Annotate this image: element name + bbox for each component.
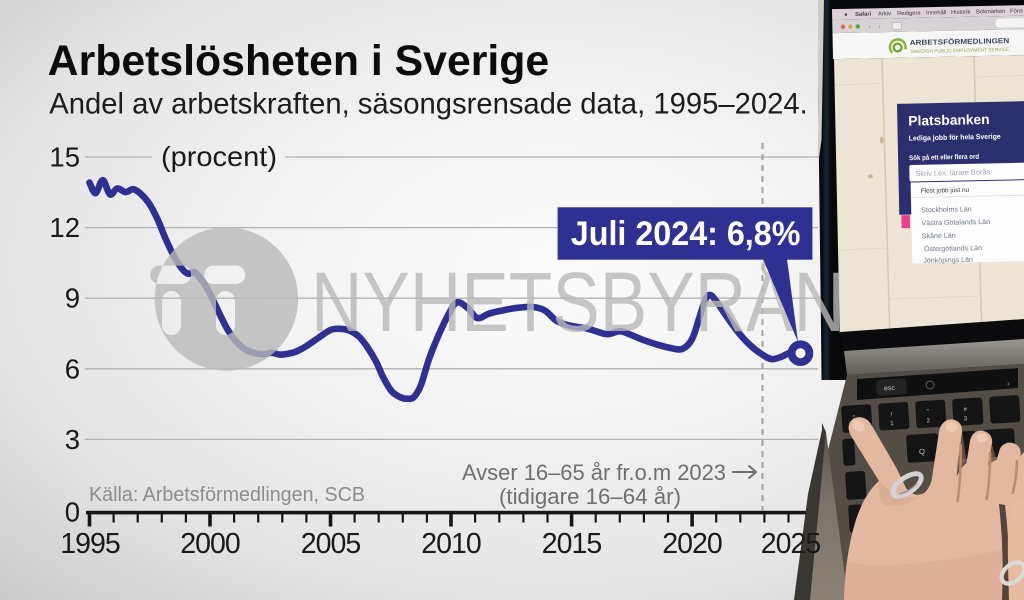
svg-text:Jönköpings Län: Jönköpings Län xyxy=(923,256,973,265)
svg-text:Flest jobb just nu: Flest jobb just nu xyxy=(921,187,970,195)
svg-text:ARBETSFÖRMEDLINGEN: ARBETSFÖRMEDLINGEN xyxy=(910,36,1010,47)
svg-text:esc: esc xyxy=(884,385,896,393)
svg-text:Innehåll: Innehåll xyxy=(926,9,946,16)
svg-text:Safari: Safari xyxy=(855,12,872,18)
svg-text:2015: 2015 xyxy=(542,528,602,560)
svg-text:›: › xyxy=(1007,378,1010,388)
svg-text:SWEDISH PUBLIC EMPLOYMENT SERV: SWEDISH PUBLIC EMPLOYMENT SERVICE xyxy=(910,47,1009,55)
svg-text:Juli 2024: 6,8%: Juli 2024: 6,8% xyxy=(571,215,801,253)
svg-text:2020: 2020 xyxy=(662,528,722,560)
svg-text:6: 6 xyxy=(65,353,80,384)
svg-text:9: 9 xyxy=(65,283,80,314)
svg-text:‹: ‹ xyxy=(868,24,871,31)
svg-text:!: ! xyxy=(891,412,893,418)
svg-text:Källa: Arbetsförmedlingen, SCB: Källa: Arbetsförmedlingen, SCB xyxy=(89,483,365,506)
svg-text:Skåne Län: Skåne Län xyxy=(922,232,956,241)
svg-text:●: ● xyxy=(844,12,848,18)
svg-text:Stockholms Län: Stockholms Län xyxy=(921,205,972,214)
svg-text:2: 2 xyxy=(927,418,931,424)
svg-text:1995: 1995 xyxy=(60,528,120,560)
svg-text:Östergötlands Län: Östergötlands Län xyxy=(924,244,982,253)
svg-text:Avser 16–65 år fr.o.m 2023: Avser 16–65 år fr.o.m 2023 xyxy=(462,460,726,485)
svg-text:2010: 2010 xyxy=(421,528,481,560)
svg-text:Platsbanken: Platsbanken xyxy=(908,112,990,129)
svg-text:Lediga jobb för hela Sverige: Lediga jobb för hela Sverige xyxy=(909,132,1001,143)
svg-text:Historik: Historik xyxy=(951,10,971,16)
svg-text:2005: 2005 xyxy=(301,528,361,560)
svg-text:(tidigare 16–64 år): (tidigare 16–64 år) xyxy=(499,484,681,509)
svg-text:NYHETSBYRÅN: NYHETSBYRÅN xyxy=(311,255,845,349)
svg-text:Sök på ett eller flera ord: Sök på ett eller flera ord xyxy=(909,153,979,162)
svg-text:Skriv t.ex. lärare Borås: Skriv t.ex. lärare Borås xyxy=(915,167,990,178)
svg-text:Arkiv: Arkiv xyxy=(878,11,891,17)
svg-text:2000: 2000 xyxy=(180,528,240,560)
svg-text:Arbetslösheten i Sverige: Arbetslösheten i Sverige xyxy=(48,38,549,85)
svg-text:12: 12 xyxy=(49,212,80,243)
svg-text:›: › xyxy=(878,23,881,30)
svg-text:Andel av arbetskraften, säsong: Andel av arbetskraften, säsongsrensade d… xyxy=(49,88,807,121)
svg-text:3: 3 xyxy=(964,416,968,422)
svg-text:(procent): (procent) xyxy=(161,141,277,172)
svg-text:0: 0 xyxy=(65,497,80,528)
svg-text:Västra Götalands Län: Västra Götalands Län xyxy=(921,218,990,227)
svg-text:Bokmärken: Bokmärken xyxy=(976,9,1005,16)
svg-text:Q: Q xyxy=(919,447,926,456)
svg-text:°: ° xyxy=(853,415,856,421)
svg-text:3: 3 xyxy=(65,424,80,455)
svg-text:15: 15 xyxy=(49,142,80,173)
svg-text:#: # xyxy=(964,407,968,413)
svg-text:Föns: Föns xyxy=(1010,8,1023,14)
svg-text:": " xyxy=(927,409,930,415)
svg-text:2025: 2025 xyxy=(761,528,821,560)
svg-text:Redigera: Redigera xyxy=(897,11,921,18)
svg-text:1: 1 xyxy=(890,421,894,427)
